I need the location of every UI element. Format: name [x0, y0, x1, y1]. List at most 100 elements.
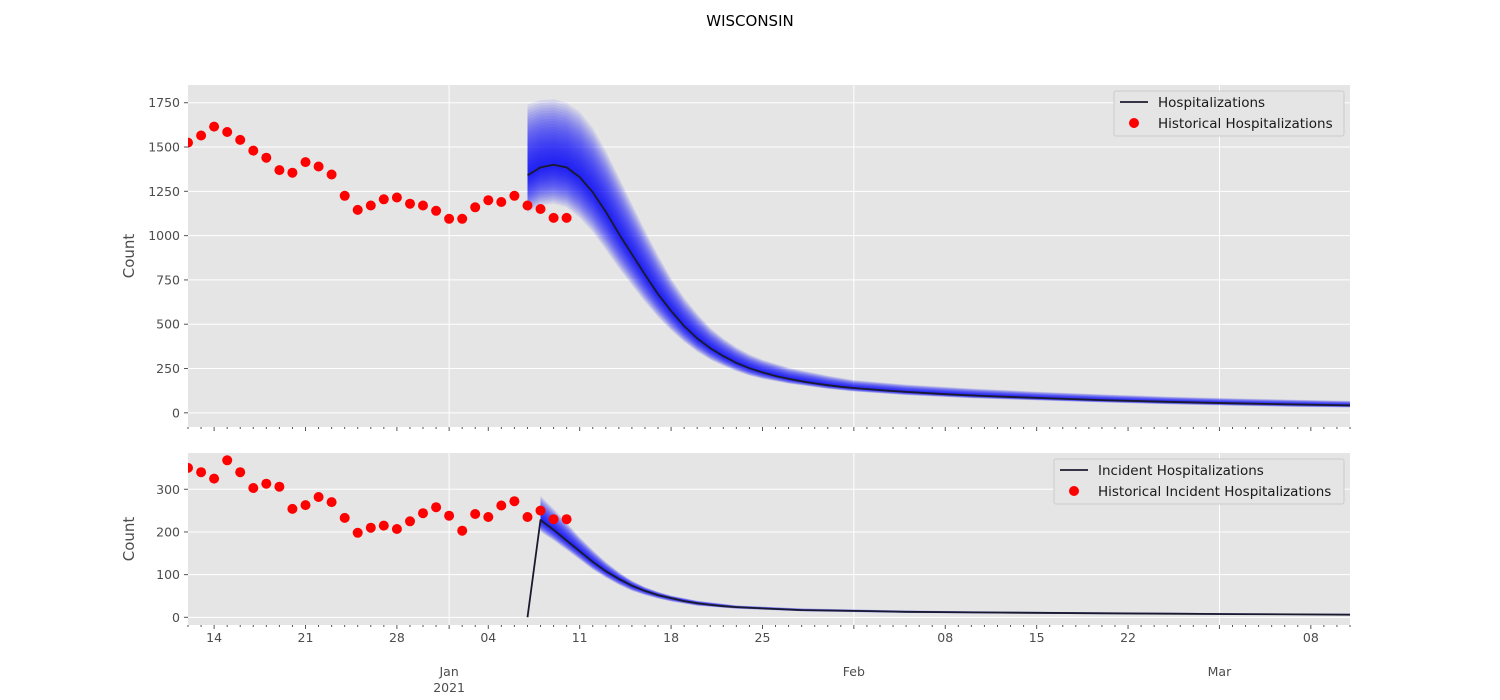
data-point [509, 190, 520, 201]
plot-background [188, 85, 1350, 427]
data-point [300, 157, 311, 168]
legend-box [1113, 90, 1345, 137]
incident-hospitalizations-panel: 0 100 200 300 Count Incident Hospitalizations… [120, 453, 1351, 629]
data-point [522, 512, 533, 522]
y-tick-label: 1750 [148, 95, 180, 110]
data-point [352, 204, 363, 215]
historical-points [188, 455, 572, 538]
data-point [222, 455, 233, 466]
plot-area [188, 99, 1350, 408]
data-point [365, 522, 376, 533]
data-point [444, 510, 455, 521]
data-point [561, 212, 572, 223]
y-axis-label: Count [120, 234, 138, 279]
data-point [457, 525, 468, 536]
x-month-label: Mar [1208, 664, 1232, 679]
legend-label: Hospitalizations [1158, 95, 1265, 111]
legend-point-marker [1069, 486, 1079, 496]
x-tick-label: 14 [206, 630, 222, 645]
y-tick-label: 750 [156, 272, 180, 287]
data-point [261, 478, 272, 489]
data-point [274, 165, 285, 176]
x-tick-label: 08 [937, 630, 953, 645]
data-point [548, 212, 559, 223]
data-point [561, 514, 572, 525]
data-point [339, 512, 350, 523]
y-tick-label: 1000 [148, 228, 180, 243]
data-point [300, 500, 311, 511]
legend-label: Historical Incident Hospitalizations [1098, 484, 1331, 500]
data-point [483, 195, 494, 206]
y-tick-label: 500 [156, 317, 180, 332]
data-point [365, 200, 376, 211]
data-point [496, 500, 507, 511]
data-point [188, 462, 193, 473]
x-month-label: Jan [438, 664, 458, 679]
legend-point-marker [1129, 118, 1139, 128]
y-axis-label: Count [120, 517, 138, 562]
data-point [196, 130, 207, 141]
data-point [457, 213, 468, 224]
plot-area [188, 455, 1350, 618]
x-year-label: 2021 [433, 680, 465, 695]
legend: Incident Hospitalizations Historical Inci… [1053, 458, 1345, 505]
data-point [483, 512, 494, 522]
data-point [248, 483, 259, 493]
data-point [509, 496, 520, 507]
y-tick-label: 250 [156, 361, 180, 376]
x-tick-label: 22 [1120, 630, 1136, 645]
data-point [274, 481, 285, 492]
data-point [287, 503, 298, 514]
data-point [548, 514, 559, 525]
data-point [313, 492, 324, 502]
x-tick-label: 08 [1303, 630, 1319, 645]
x-tick-label: 11 [572, 630, 588, 645]
data-point [470, 509, 481, 519]
data-point [535, 204, 546, 214]
y-tick-label: 100 [156, 567, 180, 582]
hospitalizations-panel: 0 250 500 750 1000 1250 1500 1750 Count Hospitali… [120, 85, 1351, 431]
data-point [352, 527, 363, 538]
data-point [522, 200, 533, 211]
x-tick-label: 25 [755, 630, 771, 645]
data-point [470, 202, 481, 213]
data-point [444, 213, 455, 224]
data-point [188, 137, 193, 148]
data-point [196, 467, 207, 478]
data-point [391, 192, 402, 203]
data-point [287, 167, 298, 178]
data-point [261, 152, 272, 163]
x-tick-label: 18 [663, 630, 679, 645]
legend-label: Historical Hospitalizations [1158, 116, 1333, 132]
data-point [248, 145, 259, 156]
series-line [526, 519, 1350, 618]
x-tick-label: 21 [298, 630, 314, 645]
x-tick-label: 15 [1029, 630, 1045, 645]
y-tick-label: 1250 [148, 184, 180, 199]
x-month-label: Feb [843, 664, 865, 679]
y-tick-label: 1500 [148, 140, 180, 155]
data-point [235, 134, 246, 145]
y-tick-label: 0 [172, 610, 180, 625]
data-point [209, 473, 220, 484]
data-point [418, 200, 428, 211]
data-point [339, 190, 350, 201]
y-tick-label: 300 [156, 482, 180, 497]
data-point [431, 205, 442, 216]
x-tick-label: 28 [389, 630, 405, 645]
data-point [326, 169, 337, 180]
data-point [405, 198, 415, 209]
data-point [405, 516, 415, 527]
data-point [209, 121, 220, 132]
chart-title: WISCONSIN [706, 12, 793, 30]
legend: Hospitalizations Historical Hospitalizati… [1113, 90, 1345, 137]
data-point [418, 508, 428, 519]
series-line [527, 163, 1350, 407]
data-point [535, 505, 546, 516]
legend-box [1053, 458, 1345, 505]
y-tick-label: 200 [156, 524, 180, 539]
historical-points [188, 121, 572, 224]
data-point [431, 502, 442, 513]
